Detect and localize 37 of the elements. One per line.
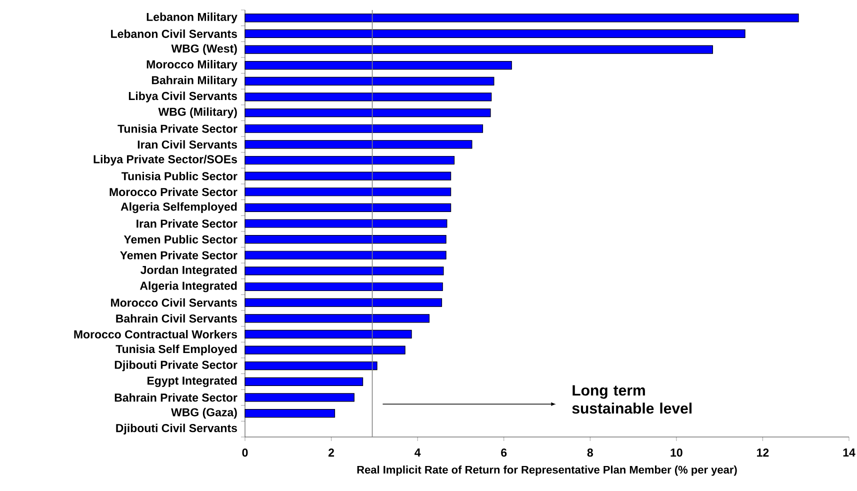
- y-tick-label: Iran Private Sector: [136, 219, 238, 228]
- y-tick-label: Lebanon Civil Servants: [111, 30, 237, 38]
- y-tick-label: Algeria Integrated: [140, 281, 237, 292]
- x-tick-label: 8: [587, 448, 593, 457]
- x-tick-label: 6: [501, 448, 507, 457]
- y-tick-label: Tunisia Private Sector: [118, 124, 238, 133]
- y-tick-label: Morocco Private Sector: [110, 188, 238, 196]
- y-tick-label: Yemen Public Sector: [124, 235, 238, 244]
- x-tick-label: 0: [242, 448, 248, 457]
- x-tick-label: 2: [328, 448, 334, 457]
- annotation: Long term sustainable level: [572, 385, 692, 414]
- y-tick-label: Tunisia Self Employed: [116, 344, 237, 356]
- y-tick-label: Bahrain Private Sector: [114, 393, 238, 402]
- y-tick-label: Bahrain Civil Servants: [116, 314, 237, 323]
- y-tick-label: Egypt Integrated: [148, 376, 237, 388]
- y-tick-label: Bahrain Military: [152, 76, 238, 87]
- x-tick-label: 12: [757, 448, 769, 457]
- y-tick-label: Djibouti Private Sector: [114, 360, 238, 372]
- x-tick-label: 10: [670, 448, 682, 457]
- y-tick-label: Morocco Civil Servants: [111, 298, 237, 307]
- y-tick-label: Djibouti Civil Servants: [116, 424, 237, 434]
- x-tick-label: 14: [843, 448, 856, 456]
- x-axis-title: Real Implicit Rate of Return for Representative Plan Member (% per year): [357, 466, 737, 476]
- y-tick-label: WBG (West): [171, 44, 237, 55]
- y-tick-label: Yemen Private Sector: [120, 250, 238, 260]
- y-tick-label: Tunisia Public Sector: [122, 172, 238, 180]
- y-tick-label: WBG (Military): [158, 107, 237, 118]
- y-tick-label: Algeria Selfemployed: [120, 202, 237, 214]
- x-tick-label: 4: [414, 448, 421, 456]
- y-tick-label: Jordan Integrated: [140, 266, 237, 276]
- y-tick-label: WBG (Gaza): [171, 408, 237, 419]
- y-tick-label: Iran Civil Servants: [138, 140, 237, 149]
- y-tick-label: Libya Private Sector/SOEs: [94, 154, 237, 166]
- y-tick-label: Lebanon Military: [146, 12, 238, 24]
- y-tick-label: Morocco Military: [146, 60, 238, 71]
- y-tick-label: Morocco Contractual Workers: [74, 330, 237, 338]
- y-tick-label: Libya Civil Servants: [128, 92, 237, 102]
